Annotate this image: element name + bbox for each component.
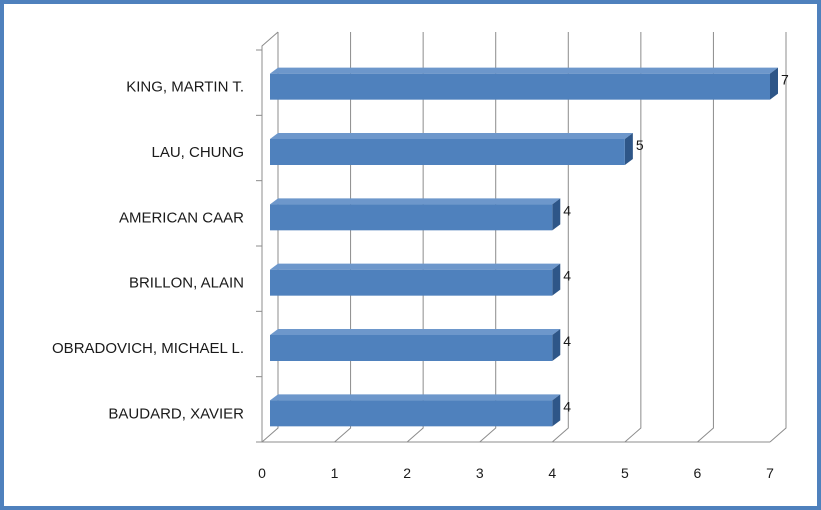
gridline [624,32,642,443]
bar [270,394,561,427]
data-label: 4 [563,398,571,414]
data-label: 4 [563,333,571,349]
y-axis-line [261,31,279,442]
x-tick-label: 7 [766,465,774,481]
bar [270,133,633,165]
x-tick-label: 2 [403,465,411,481]
category-label: OBRADOVICH, MICHAEL L. [52,340,244,357]
axes [256,31,770,443]
category-label: BRILLON, ALAIN [129,275,244,292]
bar [270,329,561,361]
data-label: 5 [636,137,644,153]
gridline [697,32,714,443]
data-label: 4 [563,202,571,218]
bar-series [270,67,778,427]
data-label: 7 [781,72,789,88]
category-labels: KING, MARTIN T. LAU, CHUNG AMERICAN CAAR BR… [52,79,244,423]
data-label: 4 [563,268,571,284]
category-label: LAU, CHUNG [151,144,244,161]
x-tick-labels: 0 1 2 3 4 5 6 7 [258,465,774,481]
gridline [769,32,787,443]
bar [270,198,561,231]
x-tick-label: 6 [694,465,702,481]
data-labels: 7 5 4 4 4 4 [563,72,789,415]
x-tick-label: 0 [258,465,266,481]
category-label: KING, MARTIN T. [126,79,244,96]
x-tick-label: 3 [476,465,484,481]
x-tick-label: 1 [331,465,339,481]
category-label: BAUDARD, XAVIER [108,405,244,422]
x-tick-label: 5 [621,465,629,481]
category-label: AMERICAN CAAR [119,209,244,226]
bar [270,263,561,296]
x-tick-label: 4 [548,465,556,481]
bar [270,67,778,100]
